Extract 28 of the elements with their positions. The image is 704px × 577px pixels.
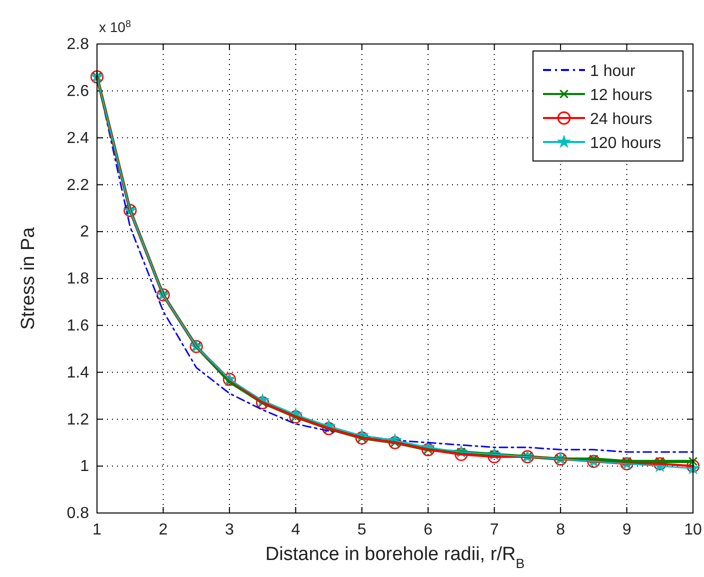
y-tick-label: 2.4 <box>66 130 90 147</box>
y-tick-label: 1.8 <box>66 270 90 288</box>
legend-label: 120 hours <box>590 135 662 152</box>
y-tick-label: 2 <box>80 224 90 241</box>
y-tick-label: 1.6 <box>66 318 90 335</box>
x-tick-label: 4 <box>291 521 300 538</box>
y-tick-label: 1.2 <box>66 411 90 428</box>
x-tick-label: 2 <box>158 521 168 538</box>
text: x 10$^{8}$ <box>99 18 132 35</box>
legend-label: 24 hours <box>590 111 652 128</box>
x-tick-label: 10 <box>684 521 702 538</box>
y-tick-label: 2.2 <box>66 176 90 194</box>
x-tick-label: 1 <box>92 521 102 538</box>
x-tick-label: 6 <box>424 521 433 538</box>
x-tick-label: 7 <box>490 521 499 538</box>
x-tick-label: 5 <box>357 521 366 538</box>
y-tick-label: 0.8 <box>66 505 90 522</box>
y-tick-label: 1 <box>80 458 90 476</box>
x-tick-label: 3 <box>224 521 234 538</box>
y-tick-label: 1.4 <box>66 364 90 382</box>
legend-label: 1 hour <box>590 63 636 80</box>
y-tick-label: 2.6 <box>66 83 90 100</box>
y-axis-title: Stress in Pa <box>18 226 39 330</box>
x-tick-label: 9 <box>622 521 632 538</box>
legend-label: 12 hours <box>590 87 652 104</box>
y-tick-label: 2.8 <box>66 36 90 54</box>
x-tick-label: 8 <box>556 521 566 538</box>
x-axis-title: Distance in borehole radii, r/R$_{B}$ <box>265 544 525 570</box>
